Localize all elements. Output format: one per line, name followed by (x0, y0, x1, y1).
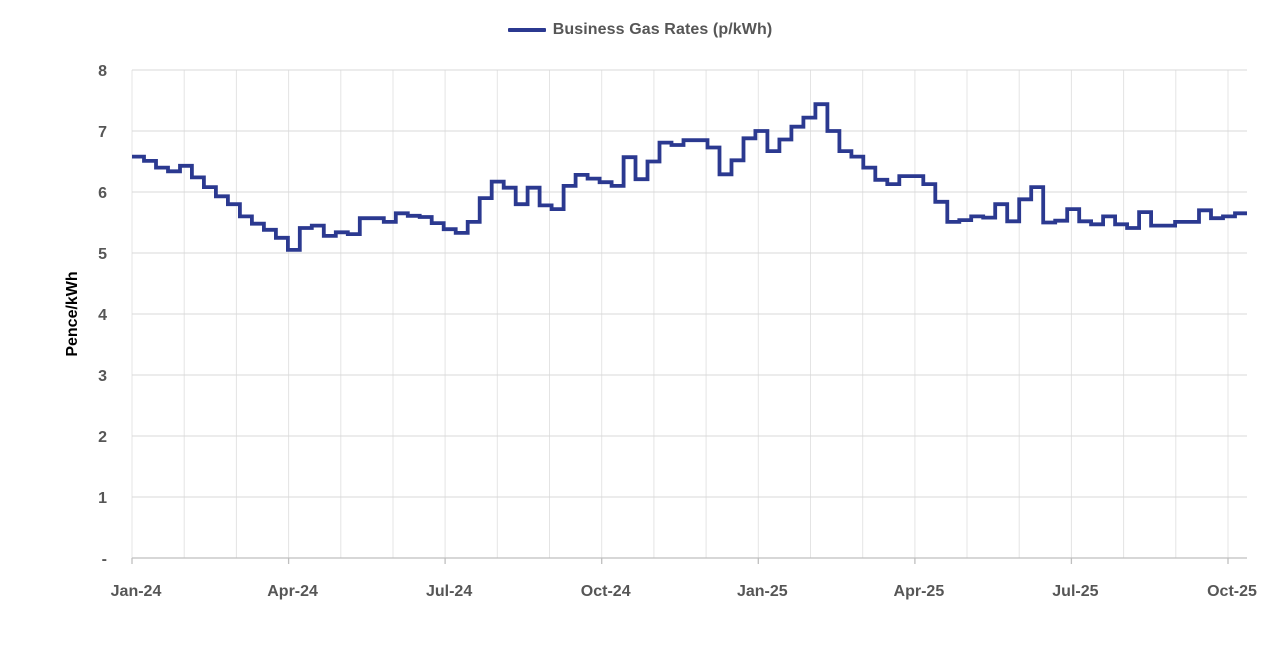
x-tick-label: Oct-25 (1207, 583, 1257, 600)
y-tick-label: 6 (98, 185, 107, 202)
y-tick-label: 3 (98, 368, 107, 385)
y-tick-label: 8 (98, 63, 107, 80)
x-tick-label: Apr-25 (894, 583, 945, 600)
y-tick-label: 2 (98, 429, 107, 446)
x-tick-label: Jan-24 (111, 583, 162, 600)
legend-label: Business Gas Rates (p/kWh) (552, 21, 773, 38)
x-tick-label: Jul-24 (426, 583, 472, 600)
y-tick-label: 5 (98, 246, 107, 263)
x-tick-label: Apr-24 (267, 583, 318, 600)
y-tick-label: 4 (98, 307, 107, 324)
y-axis-title: Pence/kWh (64, 271, 81, 356)
y-tick-label: 1 (98, 490, 107, 507)
y-tick-label: - (102, 551, 107, 568)
x-tick-label: Oct-24 (581, 583, 631, 600)
x-tick-label: Jan-25 (737, 583, 788, 600)
legend: Business Gas Rates (p/kWh) (0, 21, 1280, 39)
legend-line-swatch (507, 28, 546, 32)
x-tick-label: Jul-25 (1052, 583, 1098, 600)
y-tick-label: 7 (98, 124, 107, 141)
gas-rates-line (132, 102, 1247, 252)
